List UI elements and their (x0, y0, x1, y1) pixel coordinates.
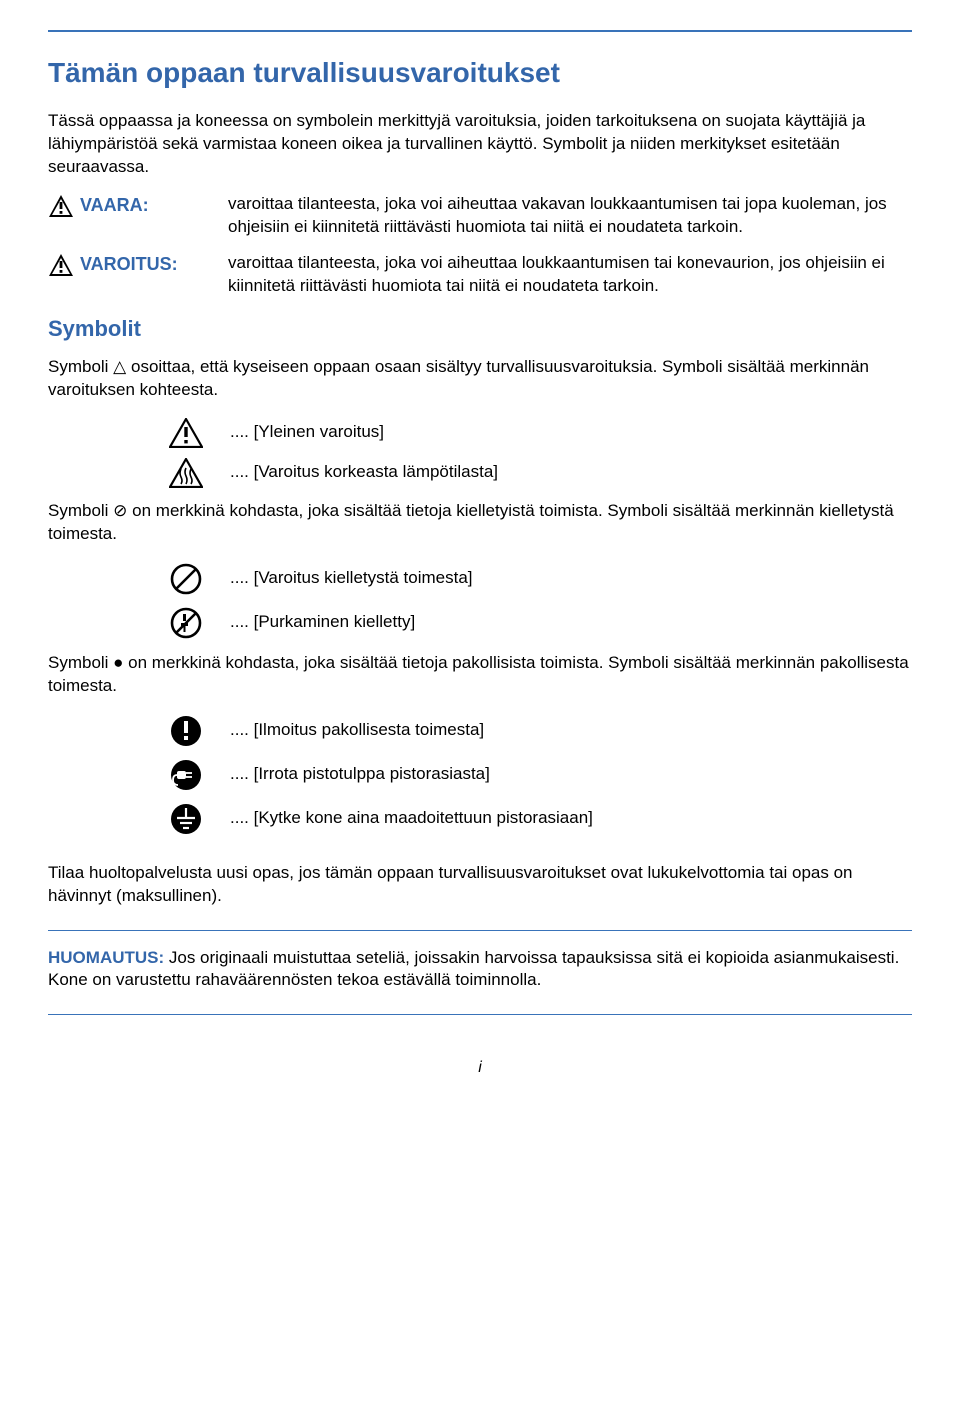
top-rule (48, 30, 912, 32)
symbol-label: .... [Varoitus korkeasta lämpötilasta] (230, 461, 498, 484)
symbol-label: .... [Yleinen varoitus] (230, 421, 384, 444)
notice-paragraph: HUOMAUTUS: Jos originaali muistuttaa set… (48, 947, 912, 993)
mandatory-icon (168, 714, 204, 748)
symbol-row: .... [Ilmoitus pakollisesta toimesta] (168, 714, 912, 748)
hot-surface-icon (168, 458, 204, 488)
notice-label: HUOMAUTUS: (48, 948, 164, 967)
symbol-row: .... [Varoitus korkeasta lämpötilasta] (168, 458, 912, 488)
divider-rule (48, 930, 912, 931)
definition-desc: varoittaa tilanteesta, joka voi aiheutta… (228, 193, 912, 239)
warning-triangle-icon (168, 418, 204, 448)
page-number: i (48, 1057, 912, 1079)
symbol-row: .... [Yleinen varoitus] (168, 418, 912, 448)
definition-term: VAARA: (80, 193, 149, 217)
notice-text: Jos originaali muistuttaa seteliä, joiss… (48, 948, 899, 990)
symbol-row: .... [Varoitus kielletystä toimesta] (168, 562, 912, 596)
symbol-label: .... [Irrota pistotulppa pistorasiasta] (230, 763, 490, 786)
ground-icon (168, 802, 204, 836)
definition-vaara: VAARA: varoittaa tilanteesta, joka voi a… (48, 193, 912, 239)
no-disassembly-icon (168, 606, 204, 640)
prohibited-icon (168, 562, 204, 596)
symbol-row: .... [Kytke kone aina maadoitettuun pist… (168, 802, 912, 836)
bottom-rule (48, 1014, 912, 1015)
definition-term: VAROITUS: (80, 252, 178, 276)
symbol-row: .... [Purkaminen kielletty] (168, 606, 912, 640)
closing-paragraph: Tilaa huoltopalvelusta uusi opas, jos tä… (48, 862, 912, 908)
caution-icon (48, 253, 74, 284)
danger-icon (48, 194, 74, 225)
symbol-label: .... [Kytke kone aina maadoitettuun pist… (230, 807, 593, 830)
symbols-intro-3: Symboli ● on merkkinä kohdasta, joka sis… (48, 652, 912, 698)
intro-paragraph: Tässä oppaassa ja koneessa on symbolein … (48, 110, 912, 179)
unplug-icon (168, 758, 204, 792)
symbol-label: .... [Varoitus kielletystä toimesta] (230, 567, 473, 590)
symbol-label: .... [Ilmoitus pakollisesta toimesta] (230, 719, 484, 742)
symbols-heading: Symbolit (48, 314, 912, 344)
symbol-label: .... [Purkaminen kielletty] (230, 611, 415, 634)
symbol-row: .... [Irrota pistotulppa pistorasiasta] (168, 758, 912, 792)
definition-desc: varoittaa tilanteesta, joka voi aiheutta… (228, 252, 912, 298)
page-title: Tämän oppaan turvallisuusvaroitukset (48, 54, 912, 92)
symbols-intro-1: Symboli △ osoittaa, että kyseiseen oppaa… (48, 356, 912, 402)
symbols-intro-2: Symboli ⊘ on merkkinä kohdasta, joka sis… (48, 500, 912, 546)
definition-varoitus: VAROITUS: varoittaa tilanteesta, joka vo… (48, 252, 912, 298)
